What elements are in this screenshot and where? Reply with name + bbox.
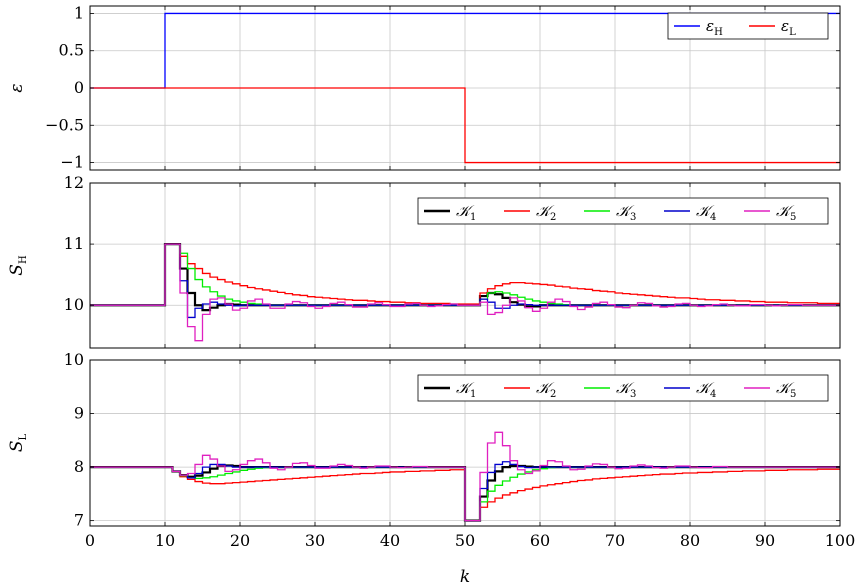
y-tick-label: 9 (74, 404, 84, 423)
panel-3 (89, 359, 841, 527)
y-axis-label: SH (7, 255, 29, 276)
panel-2 (89, 182, 841, 349)
y-tick-label: 1 (74, 3, 84, 22)
y-tick-label: 10 (64, 295, 84, 314)
x-tick-label: 30 (305, 531, 325, 550)
x-tick-label: 60 (530, 531, 550, 550)
legend-label-εH: εH (706, 17, 723, 38)
series-line-K5 (90, 431, 840, 522)
y-tick-label: 7 (74, 511, 84, 530)
x-tick-label: 0 (85, 531, 95, 550)
panel-1 (89, 5, 841, 171)
y-tick-label: −1 (60, 153, 84, 172)
legend-label-εL: εL (781, 17, 796, 38)
series-line-K5 (90, 243, 840, 342)
y-tick-label: 8 (74, 457, 84, 476)
y-axis-label: SL (7, 433, 29, 452)
x-tick-label: 90 (755, 531, 775, 550)
y-tick-label: 10 (64, 350, 84, 369)
y-axis-label: ε (7, 83, 27, 92)
y-tick-label: 11 (64, 234, 84, 253)
x-tick-label: 80 (680, 531, 700, 550)
x-tick-label: 10 (155, 531, 175, 550)
y-tick-label: 12 (64, 173, 84, 192)
x-tick-label: 100 (825, 531, 856, 550)
y-tick-label: 0.5 (59, 41, 84, 60)
x-tick-label: 40 (380, 531, 400, 550)
x-axis-label: k (460, 567, 470, 587)
x-tick-label: 70 (605, 531, 625, 550)
y-tick-label: −0.5 (45, 115, 84, 134)
x-tick-label: 50 (455, 531, 475, 550)
series-line-εL (90, 87, 840, 164)
y-tick-label: 0 (74, 78, 84, 97)
x-tick-label: 20 (230, 531, 250, 550)
